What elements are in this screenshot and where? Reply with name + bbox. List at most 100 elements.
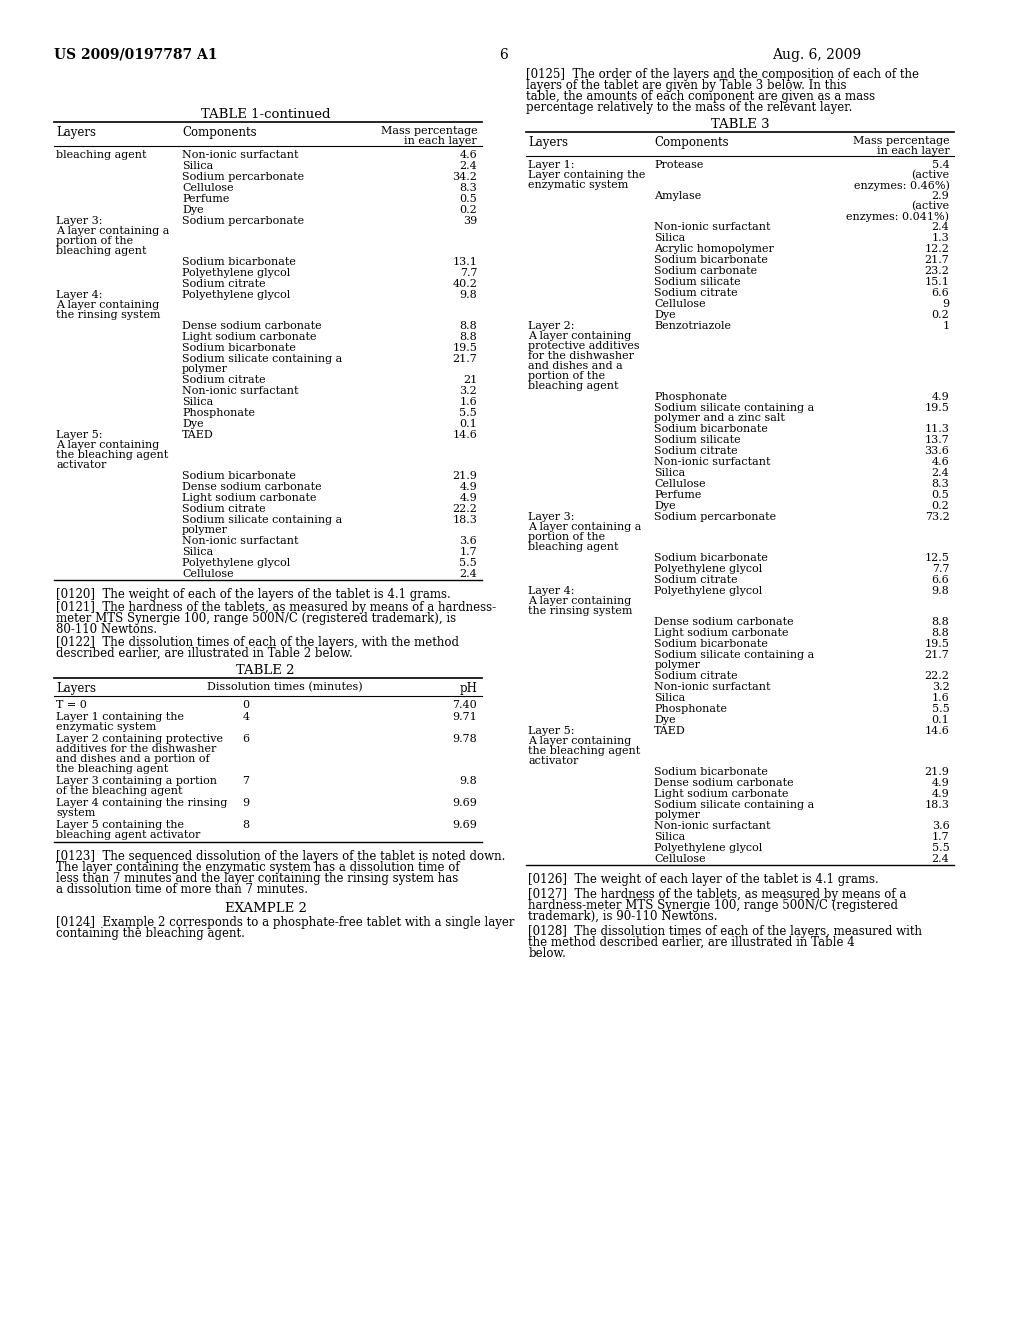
- Text: the bleaching agent: the bleaching agent: [56, 450, 168, 459]
- Text: Layer 1 containing the: Layer 1 containing the: [56, 711, 184, 722]
- Text: Layer 4 containing the rinsing: Layer 4 containing the rinsing: [56, 799, 227, 808]
- Text: Amylase: Amylase: [654, 191, 701, 201]
- Text: 1.6: 1.6: [932, 693, 949, 704]
- Text: Sodium silicate containing a: Sodium silicate containing a: [654, 403, 814, 413]
- Text: Sodium percarbonate: Sodium percarbonate: [654, 512, 776, 521]
- Text: 7.7: 7.7: [932, 564, 949, 574]
- Text: 2.4: 2.4: [932, 469, 949, 478]
- Text: Sodium bicarbonate: Sodium bicarbonate: [654, 255, 768, 265]
- Text: Sodium carbonate: Sodium carbonate: [654, 267, 758, 276]
- Text: Non-ionic surfactant: Non-ionic surfactant: [182, 536, 299, 546]
- Text: Non-ionic surfactant: Non-ionic surfactant: [654, 821, 771, 832]
- Text: 22.2: 22.2: [925, 671, 949, 681]
- Text: Dense sodium carbonate: Dense sodium carbonate: [654, 616, 794, 627]
- Text: 0.2: 0.2: [932, 502, 949, 511]
- Text: 4: 4: [243, 711, 250, 722]
- Text: 4.6: 4.6: [460, 150, 477, 160]
- Text: TAED: TAED: [654, 726, 686, 737]
- Text: 8.8: 8.8: [460, 321, 477, 331]
- Text: 21.7: 21.7: [925, 255, 949, 265]
- Text: Sodium bicarbonate: Sodium bicarbonate: [182, 257, 296, 267]
- Text: Phosphonate: Phosphonate: [654, 704, 727, 714]
- Text: 2.4: 2.4: [460, 161, 477, 172]
- Text: 11.3: 11.3: [925, 424, 949, 434]
- Text: activator: activator: [56, 459, 106, 470]
- Text: Sodium bicarbonate: Sodium bicarbonate: [182, 471, 296, 480]
- Text: A layer containing: A layer containing: [528, 597, 632, 606]
- Text: Polyethylene glycol: Polyethylene glycol: [654, 843, 763, 853]
- Text: Polyethylene glycol: Polyethylene glycol: [654, 564, 763, 574]
- Text: 6: 6: [500, 48, 508, 62]
- Text: Layer 5:: Layer 5:: [528, 726, 574, 737]
- Text: bleaching agent: bleaching agent: [56, 150, 146, 160]
- Text: 4.9: 4.9: [932, 392, 949, 403]
- Text: Dye: Dye: [654, 715, 676, 725]
- Text: 3.2: 3.2: [460, 385, 477, 396]
- Text: [0128]  The dissolution times of each of the layers, measured with: [0128] The dissolution times of each of …: [528, 925, 923, 939]
- Text: polymer: polymer: [182, 525, 228, 535]
- Text: 4.9: 4.9: [460, 492, 477, 503]
- Text: bleaching agent: bleaching agent: [528, 543, 618, 552]
- Text: Cellulose: Cellulose: [654, 854, 706, 865]
- Text: US 2009/0197787 A1: US 2009/0197787 A1: [54, 48, 218, 62]
- Text: 73.2: 73.2: [925, 512, 949, 521]
- Text: 21.7: 21.7: [453, 354, 477, 364]
- Text: 14.6: 14.6: [925, 726, 949, 737]
- Text: Sodium silicate containing a: Sodium silicate containing a: [182, 515, 342, 525]
- Text: bleaching agent activator: bleaching agent activator: [56, 830, 201, 840]
- Text: 0.5: 0.5: [932, 490, 949, 500]
- Text: 2.4: 2.4: [460, 569, 477, 579]
- Text: Cellulose: Cellulose: [182, 183, 233, 193]
- Text: 6: 6: [243, 734, 250, 744]
- Text: table, the amounts of each component are given as a mass: table, the amounts of each component are…: [526, 90, 876, 103]
- Text: Acrylic homopolymer: Acrylic homopolymer: [654, 244, 774, 253]
- Text: of the bleaching agent: of the bleaching agent: [56, 785, 182, 796]
- Text: Light sodium carbonate: Light sodium carbonate: [654, 789, 788, 799]
- Text: 2.9: 2.9: [932, 191, 949, 201]
- Text: Dense sodium carbonate: Dense sodium carbonate: [654, 777, 794, 788]
- Text: Perfume: Perfume: [654, 490, 701, 500]
- Text: Aug. 6, 2009: Aug. 6, 2009: [772, 48, 861, 62]
- Text: Dye: Dye: [654, 310, 676, 319]
- Text: polymer: polymer: [654, 810, 700, 820]
- Text: enzymes: 0.041%): enzymes: 0.041%): [847, 211, 949, 222]
- Text: Non-ionic surfactant: Non-ionic surfactant: [182, 150, 299, 160]
- Text: Sodium percarbonate: Sodium percarbonate: [182, 172, 304, 182]
- Text: Light sodium carbonate: Light sodium carbonate: [182, 333, 316, 342]
- Text: hardness-meter MTS Synergie 100, range 500N/C (registered: hardness-meter MTS Synergie 100, range 5…: [528, 899, 898, 912]
- Text: 1.3: 1.3: [932, 234, 949, 243]
- Text: containing the bleaching agent.: containing the bleaching agent.: [56, 927, 245, 940]
- Text: Polyethylene glycol: Polyethylene glycol: [654, 586, 763, 597]
- Text: [0126]  The weight of each layer of the tablet is 4.1 grams.: [0126] The weight of each layer of the t…: [528, 873, 879, 886]
- Text: Non-ionic surfactant: Non-ionic surfactant: [654, 682, 771, 692]
- Text: Light sodium carbonate: Light sodium carbonate: [182, 492, 316, 503]
- Text: [0122]  The dissolution times of each of the layers, with the method: [0122] The dissolution times of each of …: [56, 636, 459, 649]
- Text: Non-ionic surfactant: Non-ionic surfactant: [654, 457, 771, 467]
- Text: Dye: Dye: [654, 502, 676, 511]
- Text: Sodium citrate: Sodium citrate: [654, 288, 738, 298]
- Text: 33.6: 33.6: [925, 446, 949, 455]
- Text: bleaching agent: bleaching agent: [528, 381, 618, 391]
- Text: A layer containing a: A layer containing a: [528, 521, 642, 532]
- Text: bleaching agent: bleaching agent: [56, 246, 146, 256]
- Text: 8.3: 8.3: [932, 479, 949, 488]
- Text: the rinsing system: the rinsing system: [528, 606, 633, 616]
- Text: portion of the: portion of the: [528, 532, 605, 543]
- Text: TABLE 2: TABLE 2: [237, 664, 295, 677]
- Text: additives for the dishwasher: additives for the dishwasher: [56, 744, 216, 754]
- Text: Silica: Silica: [654, 832, 685, 842]
- Text: 6.6: 6.6: [932, 288, 949, 298]
- Text: 21.7: 21.7: [925, 649, 949, 660]
- Text: Sodium citrate: Sodium citrate: [654, 576, 738, 585]
- Text: 9.8: 9.8: [460, 290, 477, 300]
- Text: 9.69: 9.69: [453, 799, 477, 808]
- Text: protective additives: protective additives: [528, 341, 640, 351]
- Text: Layer 2:: Layer 2:: [528, 321, 574, 331]
- Text: 5.4: 5.4: [932, 160, 949, 170]
- Text: 4.6: 4.6: [932, 457, 949, 467]
- Text: enzymatic system: enzymatic system: [528, 180, 629, 190]
- Text: Silica: Silica: [182, 546, 213, 557]
- Text: Sodium silicate containing a: Sodium silicate containing a: [182, 354, 342, 364]
- Text: Layer containing the: Layer containing the: [528, 170, 646, 180]
- Text: 21: 21: [463, 375, 477, 385]
